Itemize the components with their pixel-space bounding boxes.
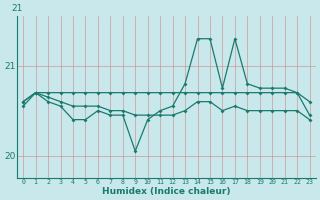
X-axis label: Humidex (Indice chaleur): Humidex (Indice chaleur) — [102, 187, 231, 196]
Text: 21: 21 — [11, 4, 22, 13]
